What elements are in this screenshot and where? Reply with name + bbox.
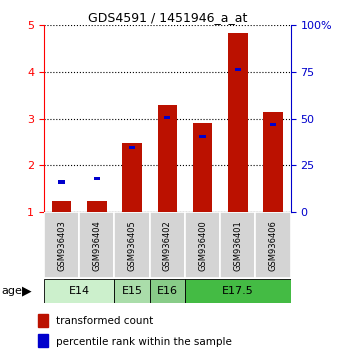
Bar [158, 105, 177, 212]
Bar [263, 113, 283, 212]
Bar [185, 212, 220, 278]
Bar [58, 180, 65, 184]
Text: GSM936401: GSM936401 [233, 220, 242, 270]
Text: E16: E16 [157, 286, 178, 296]
Text: GSM936403: GSM936403 [57, 220, 66, 270]
Text: ▶: ▶ [22, 284, 31, 297]
Text: GSM936402: GSM936402 [163, 220, 172, 270]
Text: percentile rank within the sample: percentile rank within the sample [56, 337, 232, 347]
Bar [115, 279, 150, 303]
Text: GSM936405: GSM936405 [127, 220, 137, 270]
Text: GSM936404: GSM936404 [92, 220, 101, 270]
Bar [235, 68, 241, 71]
Bar [94, 177, 100, 180]
Text: GSM936406: GSM936406 [269, 220, 277, 270]
Bar [79, 212, 115, 278]
Text: age: age [2, 286, 23, 296]
Bar [129, 146, 135, 149]
Bar [44, 279, 115, 303]
Bar [38, 314, 48, 327]
Text: E17.5: E17.5 [222, 286, 254, 296]
Text: transformed count: transformed count [56, 316, 153, 326]
Bar [270, 122, 276, 126]
Bar [185, 279, 291, 303]
Bar [193, 123, 212, 212]
Text: E15: E15 [122, 286, 143, 296]
Title: GDS4591 / 1451946_a_at: GDS4591 / 1451946_a_at [88, 11, 247, 24]
Bar [87, 201, 106, 212]
Bar [164, 115, 170, 119]
Bar [115, 212, 150, 278]
Bar [38, 334, 48, 347]
Bar [228, 33, 247, 212]
Bar [256, 212, 291, 278]
Text: E14: E14 [69, 286, 90, 296]
Bar [52, 201, 71, 212]
Bar [150, 212, 185, 278]
Bar [44, 212, 79, 278]
Text: GSM936400: GSM936400 [198, 220, 207, 270]
Bar [150, 279, 185, 303]
Bar [220, 212, 256, 278]
Bar [199, 135, 206, 138]
Bar [122, 143, 142, 212]
